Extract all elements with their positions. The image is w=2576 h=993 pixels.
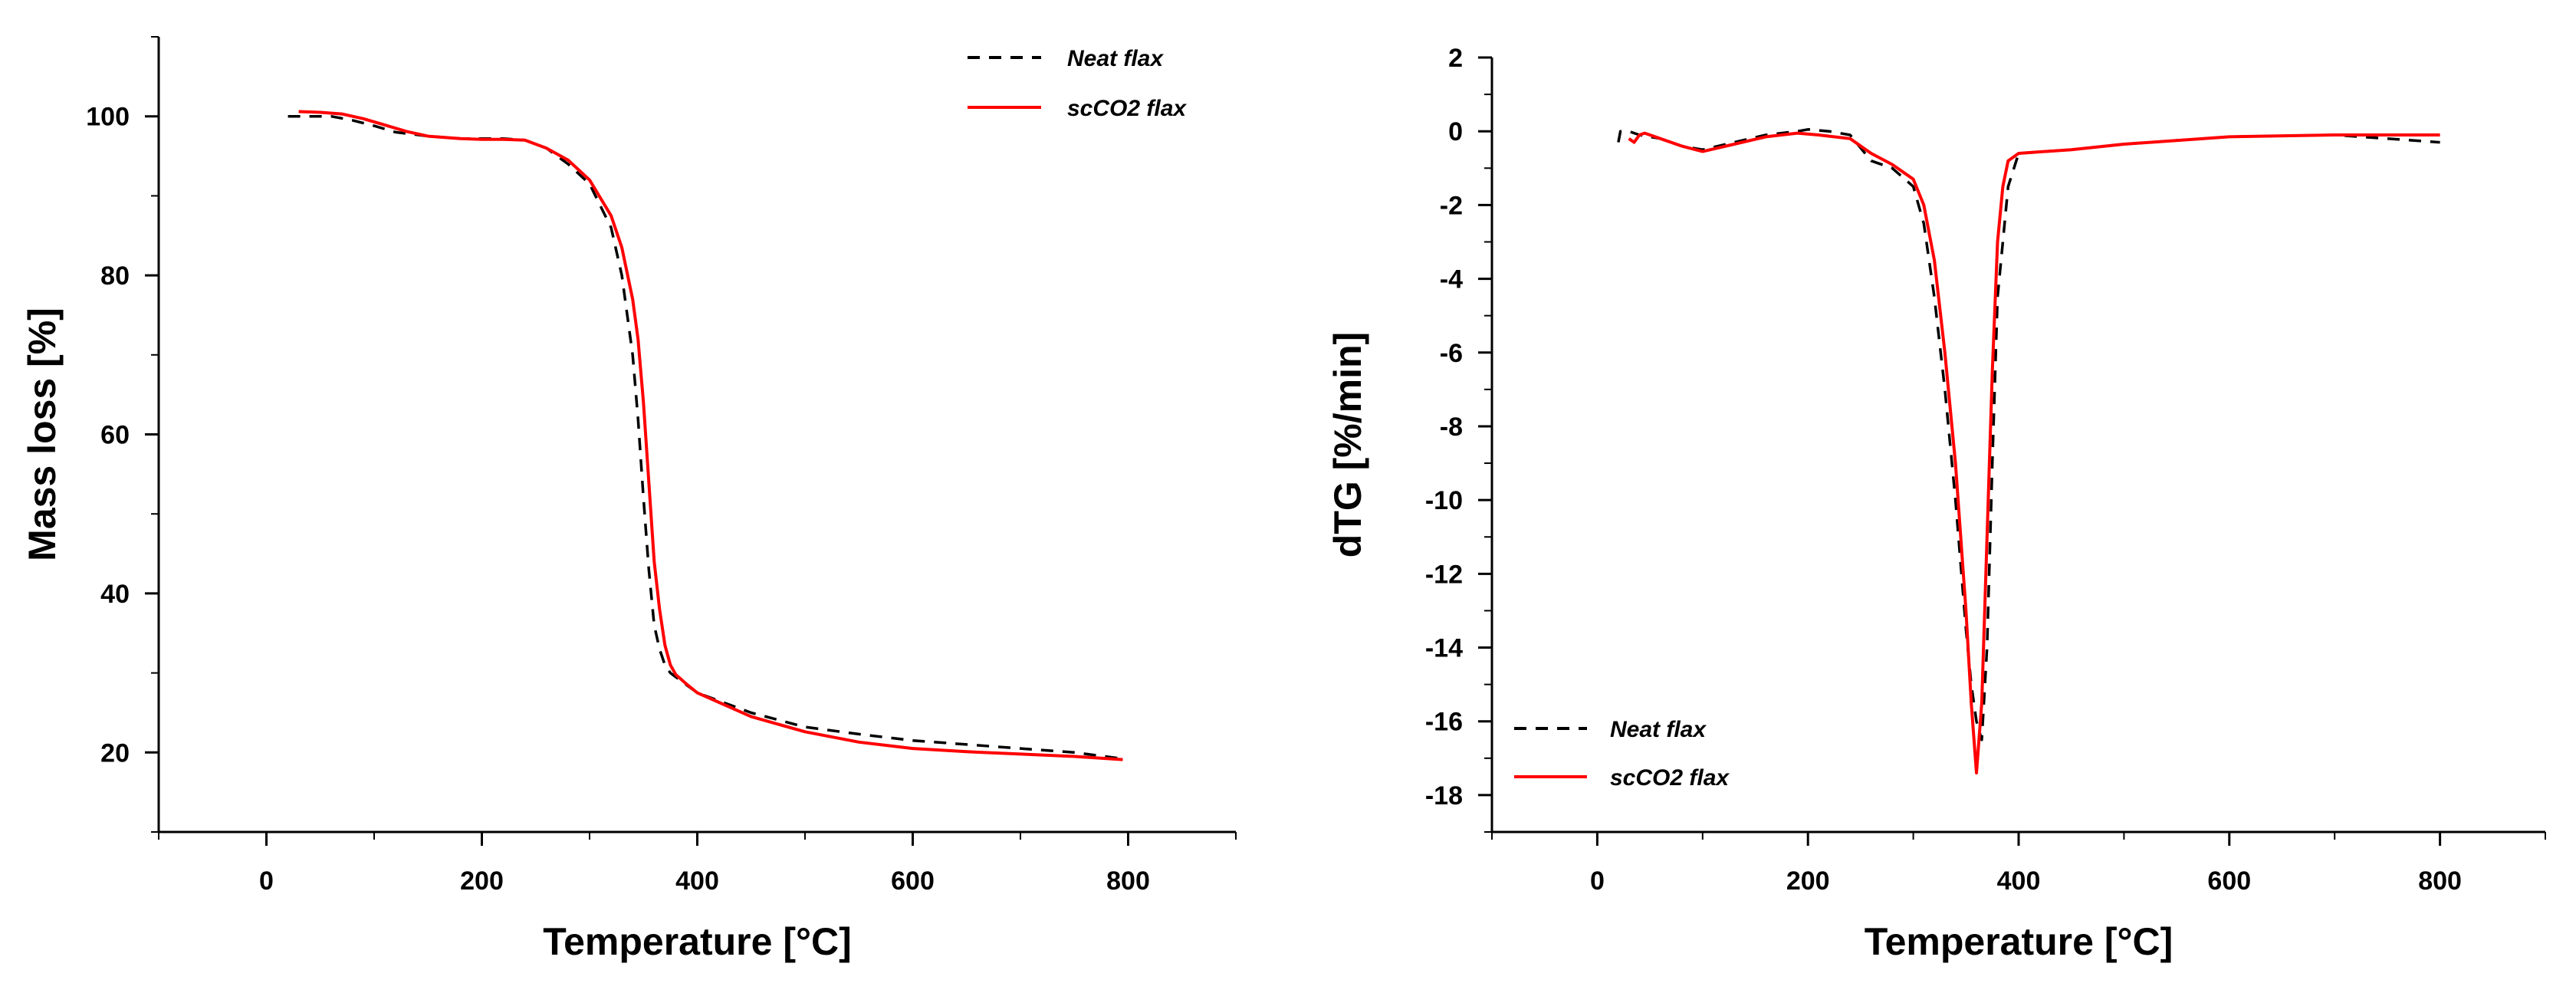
y-tick-label: -4 [1440,265,1463,294]
y-tick-label: 20 [100,738,130,768]
y-axis-title: dTG [%/min] [1326,332,1369,557]
x-tick-label: 600 [2207,866,2251,896]
x-tick-label: 0 [259,866,274,896]
y-tick-label: -6 [1440,339,1463,368]
scco2-flax-series-line [1628,131,2440,774]
y-tick-label: -12 [1425,560,1463,589]
mass-loss-chart: 0 200 400 600 800 20 40 60 80 100 Temperature [°C]… [21,36,1237,963]
y-tick-label: -8 [1440,413,1463,442]
x-tick-label: 200 [1786,866,1830,896]
y-tick-label: 100 [86,103,130,132]
y-tick-label: 2 [1448,44,1463,73]
x-tick-label: 800 [1106,866,1150,896]
x-tick-label: 400 [1997,866,2041,896]
x-tick-label: 400 [675,866,719,896]
x-axis-title: Temperature [°C] [543,920,851,963]
y-tick-label: -2 [1440,191,1463,220]
legend-label: scCO2 flax [1067,96,1187,121]
y-tick-label: 40 [100,580,130,609]
legend-label: scCO2 flax [1610,765,1730,791]
legend-label: Neat flax [1610,717,1707,742]
y-tick-label: -14 [1425,634,1463,663]
x-tick-label: 800 [2418,866,2462,896]
y-tick-label: 60 [100,421,130,450]
y-tick-label: -16 [1425,708,1463,737]
x-tick-label: 600 [891,866,935,896]
y-tick-label: 80 [100,261,130,291]
y-tick-label: -18 [1425,781,1463,811]
y-tick-label: -10 [1425,486,1463,515]
legend-label: Neat flax [1067,46,1164,71]
scco2-flax-series-line [298,110,1123,761]
neat-flax-series-line [288,114,1118,760]
x-tick-label: 200 [460,866,504,896]
y-axis-title: Mass loss [%] [21,307,64,561]
y-tick-label: 0 [1448,117,1463,146]
x-tick-label: 0 [1590,866,1605,896]
x-axis-title: Temperature [°C] [1865,920,2173,963]
dtg-chart: 0 200 400 600 800 2 0 -2 -4 -6 -8 -10 -12 -14 -16 -18 Te… [1326,44,2546,963]
neat-flax-series-line [1617,128,2440,741]
